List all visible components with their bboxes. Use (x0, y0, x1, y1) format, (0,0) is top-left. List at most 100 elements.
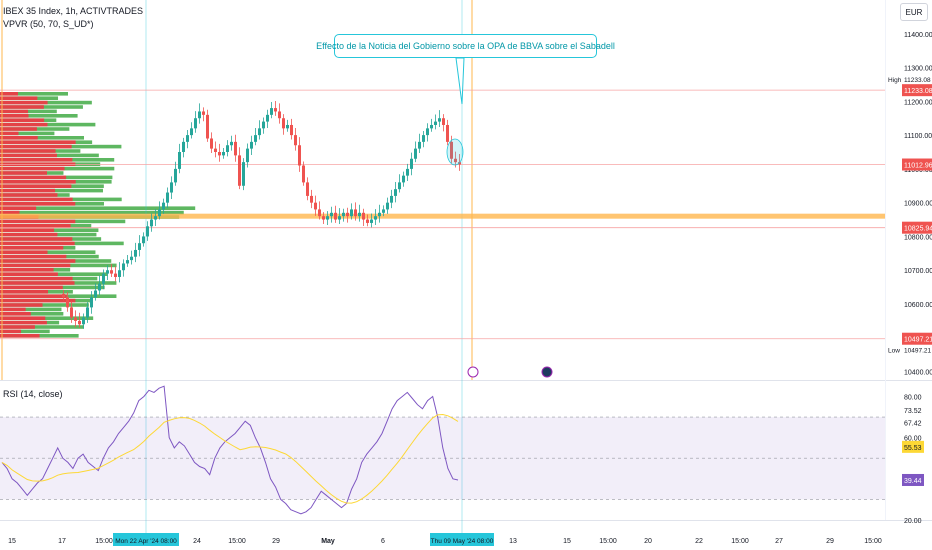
low-label: Low (888, 348, 900, 355)
level-lines (0, 0, 885, 533)
volume-profile-bar (0, 325, 84, 329)
time-tick-label: 15:00 (95, 538, 113, 545)
volume-profile-bar (0, 307, 26, 312)
volume-profile-bar (0, 92, 68, 96)
candle-body (350, 209, 353, 217)
pane-separator (0, 380, 932, 381)
candle-body (346, 212, 349, 217)
volume-profile-bar (0, 136, 38, 140)
candle-body (398, 182, 401, 190)
candle-body (358, 212, 361, 217)
candle-body (78, 320, 81, 325)
volume-profile-bar (0, 171, 48, 175)
news-highlight-ellipse (446, 138, 464, 166)
candle-body (246, 148, 249, 163)
volume-profile-bar (0, 329, 50, 334)
rsi-tick-label: 80.00 (904, 394, 922, 401)
rsi-tick-label: 67.42 (904, 420, 922, 427)
volume-profile-bar (0, 316, 46, 320)
level-badge: 10825.94 (904, 226, 932, 233)
candle-body (202, 111, 205, 115)
volume-profile-bar (0, 175, 67, 180)
candle-body (210, 138, 213, 149)
price-tick-label: 10600.00 (904, 302, 932, 309)
time-tick-label: 24 (193, 538, 201, 545)
candle-body (262, 121, 265, 129)
volume-profile-bar (0, 193, 58, 197)
candle-body (106, 270, 109, 274)
candle-body (442, 118, 445, 125)
candle-body (302, 165, 305, 183)
candle-body (378, 212, 381, 217)
rsi-band-fill (0, 417, 885, 500)
time-tick-label: 15 (8, 538, 16, 545)
currency-button[interactable]: EUR (900, 3, 928, 21)
candle-body (142, 236, 145, 244)
candle-body (98, 283, 101, 291)
news-annotation[interactable]: Effecto de la Noticia del Gobierno sobre… (316, 34, 615, 58)
volume-profile-bar (0, 136, 85, 140)
candle-body (318, 209, 321, 217)
candle-body (426, 128, 429, 136)
time-tick-label: 13 (509, 538, 517, 545)
candle-body (454, 158, 457, 163)
volume-profile-bar (0, 144, 72, 149)
level-badge-bg (902, 221, 932, 234)
volume-profile-bar (0, 263, 71, 268)
candle-body (182, 141, 185, 152)
candle-body (230, 141, 233, 146)
low-value: 10497.21 (904, 348, 931, 355)
volume-profile-bar (0, 114, 29, 118)
volume-profile-bar (0, 188, 56, 193)
candle-body (330, 212, 333, 217)
candle-body (326, 216, 329, 220)
volume-profile-bar (0, 307, 62, 312)
vpvr-indicator-label[interactable]: VPVR (50, 70, S_UD*) (3, 19, 94, 29)
time-tick-label: 17 (58, 538, 66, 545)
volume-profile-bar (0, 206, 196, 210)
volume-profile-bar (0, 92, 18, 96)
candle-body (418, 141, 421, 149)
volume-profile-bar (0, 312, 31, 316)
volume-profile-bar (0, 250, 96, 254)
candle-body (254, 135, 257, 142)
volume-profile-bar (0, 166, 65, 171)
volume-profile-bar (0, 228, 55, 232)
rsi-indicator-label[interactable]: RSI (14, close) (3, 389, 63, 399)
high-badge-bg (902, 84, 932, 97)
candle-body (162, 202, 165, 210)
candle-body (110, 270, 113, 274)
candle-body (178, 152, 181, 169)
volume-profile-bar (0, 303, 89, 307)
volume-profile-bar (0, 320, 47, 325)
rsi-badge-bg (902, 473, 924, 486)
volume-profile-bar (0, 329, 22, 334)
candle-body (394, 189, 397, 196)
last-price-badge: 11012.96 (904, 163, 932, 170)
volume-profile-bar (0, 334, 40, 338)
candle-body (226, 145, 229, 152)
volume-profile-bar (0, 131, 55, 136)
point-of-control-band (0, 213, 885, 219)
candle-body (410, 158, 413, 169)
rsi-tick-label: 73.52 (904, 408, 922, 415)
time-tick-label: 6 (381, 538, 385, 545)
candle-body (138, 243, 141, 250)
price-axis-border (885, 0, 886, 520)
volume-profile-bar (0, 210, 184, 215)
candle-body (242, 162, 245, 186)
candle-body (74, 317, 77, 321)
candle-body (342, 212, 345, 217)
time-tick-label: 29 (272, 538, 280, 545)
volume-profile-bar (0, 281, 75, 285)
low-badge: 10497.21 (904, 337, 932, 344)
candle-body (122, 263, 125, 271)
volume-profile-bar (0, 153, 57, 158)
candle-body (274, 108, 277, 112)
rsi-tick-label: 20.00 (904, 518, 922, 525)
volume-profile-bar (0, 276, 73, 281)
candle-body (266, 114, 269, 122)
price-tick-label: 10900.00 (904, 201, 932, 208)
symbol-title[interactable]: IBEX 35 Index, 1h, ACTIVTRADES (3, 6, 144, 16)
